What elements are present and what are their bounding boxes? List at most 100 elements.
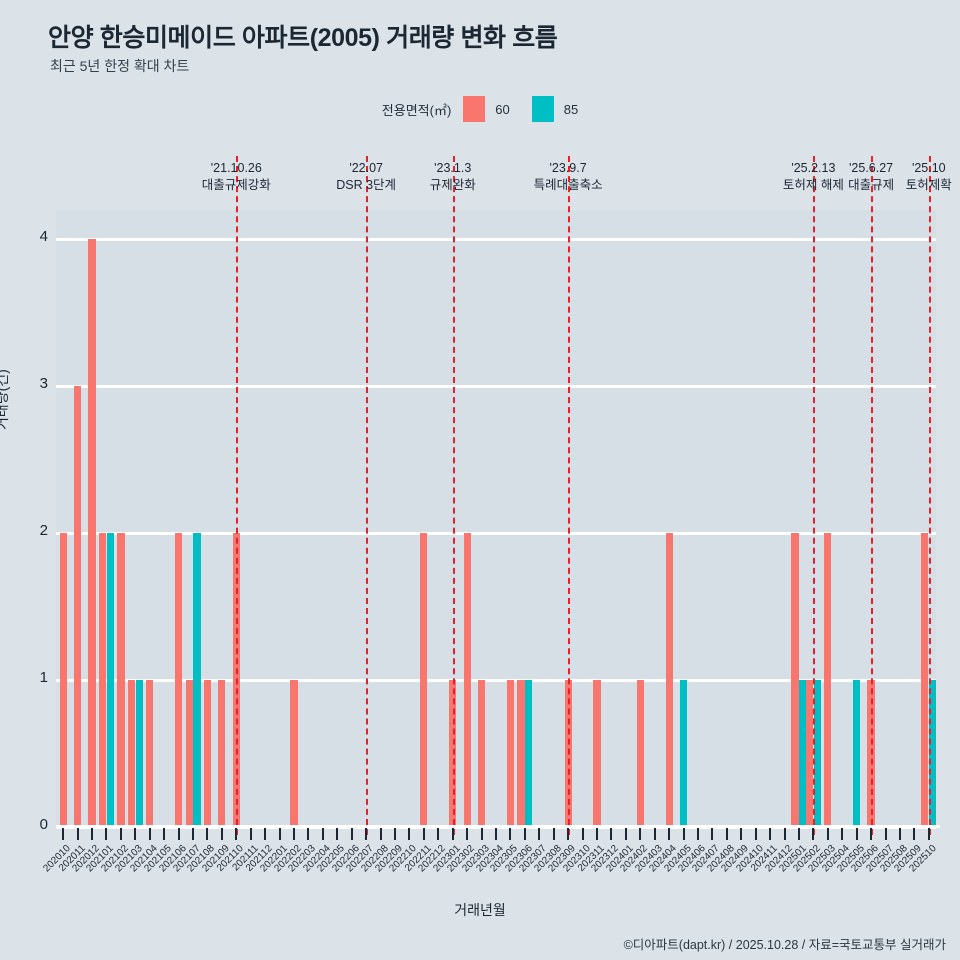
event-line-202502 xyxy=(813,156,816,835)
page-subtitle: 최근 5년 한정 확대 차트 xyxy=(50,58,190,74)
bar-60-202010 xyxy=(59,533,67,827)
bar-85-202101 xyxy=(106,533,114,827)
bar-60-202503 xyxy=(824,533,832,827)
event-line-202301 xyxy=(452,156,455,835)
x-tick-202502 xyxy=(812,828,815,840)
bar-60-202301 xyxy=(449,680,457,827)
bar-60-202101 xyxy=(98,533,107,827)
event-date-202506: '25.6.27 xyxy=(849,161,894,175)
y-tick-label-3: 3 xyxy=(39,375,48,393)
event-date-202110: '21.10.26 xyxy=(210,161,262,175)
x-tick-202105 xyxy=(163,828,166,840)
gridline-1 xyxy=(56,678,936,682)
bar-85-202405 xyxy=(679,680,688,827)
x-tick-202208 xyxy=(379,828,382,840)
x-tick-202207 xyxy=(365,828,368,840)
event-label-202506: '25.6.27 대출규제 xyxy=(811,160,931,194)
bar-85-202103 xyxy=(135,680,143,827)
x-tick-202211 xyxy=(422,828,425,840)
x-tick-202412 xyxy=(783,828,786,840)
x-tick-202110 xyxy=(235,828,238,840)
event-name-202207: DSR 3단계 xyxy=(336,177,397,192)
chart-footnote: ©디아파트(dapt.kr) / 2025.10.28 / 자료=국토교통부 실… xyxy=(623,938,946,952)
x-tick-202303 xyxy=(480,828,483,840)
x-tick-202508 xyxy=(898,828,901,840)
x-tick-202206 xyxy=(350,828,353,840)
bar-60-202103 xyxy=(127,680,136,827)
bar-60-202011 xyxy=(74,386,82,827)
event-label-202207: '22.07 DSR 3단계 xyxy=(306,160,426,194)
x-tick-202111 xyxy=(249,828,252,840)
legend-title: 전용면적(㎡) xyxy=(381,102,452,118)
bar-60-202302 xyxy=(463,533,471,827)
x-tick-202406 xyxy=(696,828,699,840)
x-tick-202209 xyxy=(394,828,397,840)
event-label-202309: '23.9.7 특례대출축소 xyxy=(508,160,628,194)
x-tick-202304 xyxy=(495,828,497,840)
x-tick-202411 xyxy=(769,828,772,840)
x-tick-202509 xyxy=(913,828,916,840)
bar-85-202505 xyxy=(853,680,861,827)
bar-60-202311 xyxy=(593,680,601,827)
event-date-202207: '22.07 xyxy=(349,161,383,175)
y-axis-title: 거래량(건) xyxy=(0,369,10,430)
bar-60-202104 xyxy=(146,680,154,827)
x-tick-202408 xyxy=(725,828,728,840)
bar-60-202305 xyxy=(506,680,514,827)
x-tick-202507 xyxy=(884,828,887,840)
x-tick-202112 xyxy=(264,828,267,840)
x-tick-202012 xyxy=(91,828,94,840)
gridline-4 xyxy=(56,237,936,241)
x-tick-202108 xyxy=(206,828,209,840)
x-tick-202311 xyxy=(595,828,598,840)
x-tick-202301 xyxy=(451,828,454,840)
x-tick-202011 xyxy=(76,828,79,840)
x-tick-202101 xyxy=(105,828,108,840)
y-tick-label-4: 4 xyxy=(39,228,48,246)
gridline-2 xyxy=(56,531,936,535)
x-tick-202403 xyxy=(653,828,656,840)
x-tick-202205 xyxy=(336,828,339,840)
x-tick-202203 xyxy=(307,828,310,840)
x-tick-202308 xyxy=(552,828,555,840)
event-name-202309: 특례대출축소 xyxy=(533,177,603,192)
bar-60-202012 xyxy=(88,239,96,827)
x-tick-202307 xyxy=(538,828,541,840)
bar-60-202102 xyxy=(117,533,125,827)
event-label-202502: '25.2.13 토허제 해제 xyxy=(753,160,873,194)
bar-85-202502 xyxy=(813,680,821,827)
gridline-3 xyxy=(56,384,936,388)
event-label-202301: '23.1.3 규제완화 xyxy=(393,160,513,194)
legend-label-85: 85 xyxy=(563,101,579,117)
event-name-202510: 토허제확 xyxy=(905,177,952,192)
x-tick-202404 xyxy=(668,828,671,840)
x-tick-202104 xyxy=(148,828,151,840)
event-line-202207 xyxy=(366,156,369,835)
bar-60-202502 xyxy=(805,680,814,827)
x-tick-202302 xyxy=(466,828,469,840)
event-name-202301: 규제완화 xyxy=(429,177,476,192)
bar-60-202402 xyxy=(636,680,644,827)
bar-60-202106 xyxy=(175,533,183,827)
bar-60-202109 xyxy=(218,680,226,827)
x-tick-202210 xyxy=(408,828,411,840)
y-tick-label-2: 2 xyxy=(39,522,48,540)
chart-plot-area xyxy=(56,156,937,835)
x-tick-202109 xyxy=(220,828,223,840)
legend-swatch-60 xyxy=(463,96,486,122)
bar-60-202202 xyxy=(290,680,298,827)
x-tick-202504 xyxy=(841,828,844,840)
x-tick-202202 xyxy=(293,828,296,840)
legend-swatch-85 xyxy=(531,96,554,122)
bar-85-202510 xyxy=(929,680,937,827)
y-tick-label-0: 0 xyxy=(39,816,48,833)
x-tick-202106 xyxy=(177,828,180,840)
event-date-202309: '23.9.7 xyxy=(549,161,587,175)
x-tick-202212 xyxy=(437,828,440,840)
page-title: 안양 한승미메이드 아파트(2005) 거래량 변화 흐름 xyxy=(48,24,558,52)
x-tick-202309 xyxy=(567,828,570,840)
bar-60-202211 xyxy=(420,533,428,827)
bar-60-202510 xyxy=(921,533,929,827)
bar-85-202306 xyxy=(525,680,533,827)
bar-60-202306 xyxy=(517,680,525,827)
